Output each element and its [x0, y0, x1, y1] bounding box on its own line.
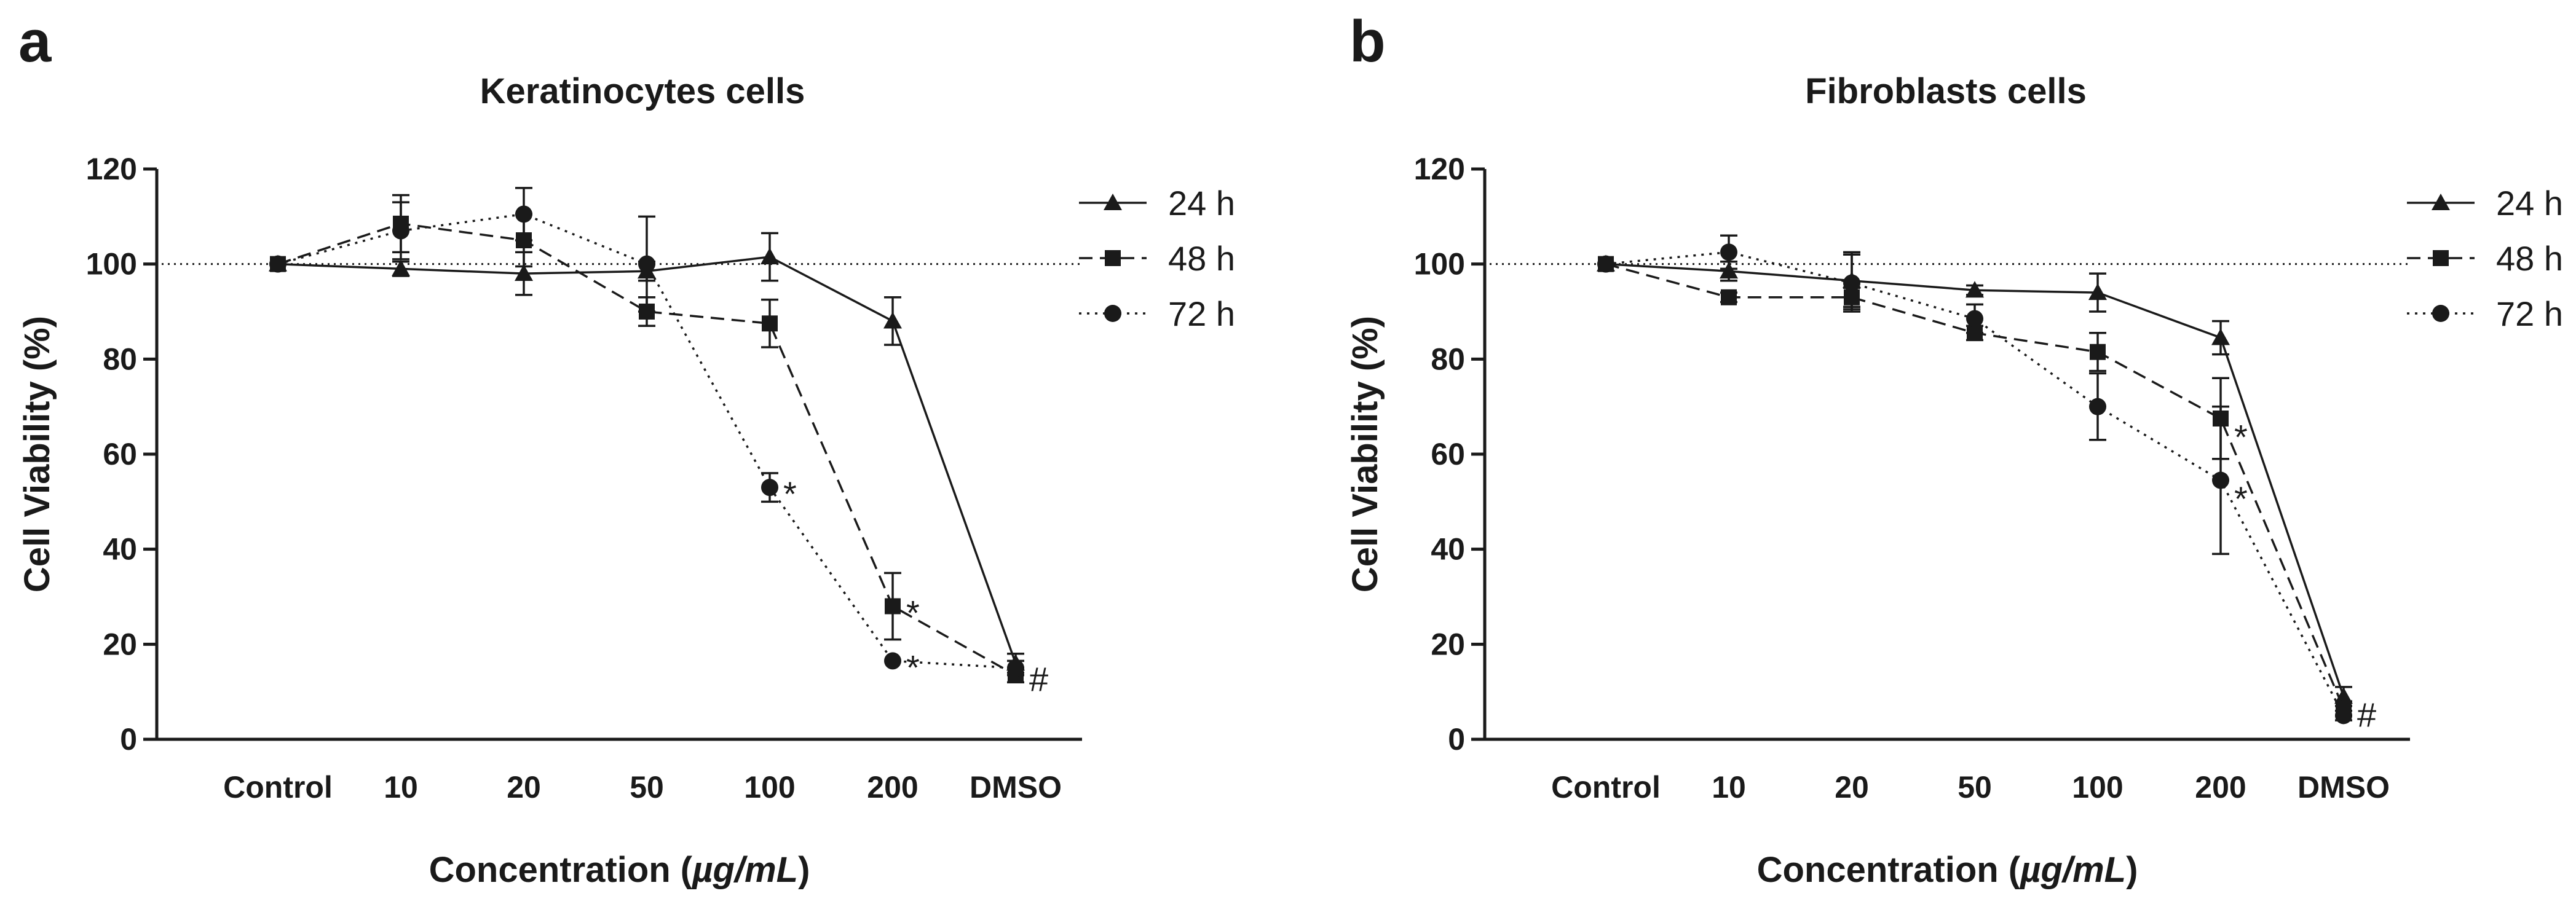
data-point [1720, 243, 1737, 261]
x-axis-title: Concentration (µg/mL) [1757, 850, 2138, 890]
x-tick-label: 10 [1712, 770, 1746, 804]
data-point [1007, 659, 1024, 677]
data-point [2089, 398, 2106, 415]
legend-marker [1105, 250, 1121, 266]
y-axis-title: Cell Viability (%) [17, 316, 57, 592]
legend-label: 72 h [1168, 294, 1235, 333]
x-axis-title-prefix: Concentration ( [429, 850, 693, 890]
x-tick-label: 20 [507, 770, 541, 804]
x-axis-title-suffix: ) [2126, 850, 2138, 890]
x-tick-label: Control [1551, 770, 1661, 804]
x-tick-label: 100 [2072, 770, 2123, 804]
panel-a: a Keratinocytes cells 0 20 40 60 80 100 120 Contr… [17, 9, 1235, 890]
data-point [515, 264, 533, 281]
data-point [2212, 471, 2229, 489]
data-point [884, 652, 901, 670]
significance-annotation: * [906, 593, 920, 632]
data-point [392, 259, 410, 277]
y-tick-label: 0 [1448, 722, 1465, 757]
legend-label: 24 h [1168, 184, 1235, 222]
x-tick-label: 50 [630, 770, 664, 804]
panel-label: b [1349, 9, 1386, 74]
x-tick-label: 10 [384, 770, 418, 804]
data-point [1721, 289, 1737, 305]
y-tick-label: 20 [103, 627, 137, 661]
y-tick-label: 80 [1431, 342, 1465, 376]
y-tick-label: 40 [103, 532, 137, 567]
data-point [2335, 707, 2352, 725]
legend-label: 48 h [2496, 239, 2563, 278]
legend-item: 72 h [2407, 294, 2563, 333]
data-point [638, 255, 655, 273]
panel-label: a [18, 9, 52, 74]
legend-marker [1104, 194, 1122, 210]
data-point [762, 315, 778, 332]
series-72-h [269, 187, 1024, 677]
series-72-h [1597, 234, 2352, 725]
x-axis-title-unit: µg/mL [691, 850, 798, 890]
y-axis-title: Cell Viability (%) [1345, 316, 1385, 592]
data-point [2090, 344, 2106, 360]
y-tick-label: 80 [103, 342, 137, 376]
x-axis-title: Concentration (µg/mL) [429, 850, 810, 890]
x-axis-title-prefix: Concentration ( [1757, 850, 2021, 890]
data-point [885, 598, 901, 615]
data-point [515, 205, 532, 223]
x-tick-label: 200 [867, 770, 918, 804]
significance-annotation: * [2234, 479, 2248, 518]
data-point [1843, 274, 1860, 292]
significance-annotation: * [906, 648, 920, 686]
x-tick-label: 20 [1835, 770, 1869, 804]
legend-item: 72 h [1079, 294, 1235, 333]
legend-marker [2433, 250, 2449, 266]
data-point [1597, 255, 1614, 273]
data-point [1720, 262, 1738, 279]
data-point [761, 479, 778, 497]
data-point [761, 248, 779, 265]
legend-marker [1104, 305, 1121, 322]
data-point [1966, 310, 1983, 328]
legend-label: 48 h [1168, 239, 1235, 278]
y-tick-label: 20 [1431, 627, 1465, 661]
y-tick-label: 100 [1414, 247, 1465, 281]
x-axis-title-unit: µg/mL [2019, 850, 2126, 890]
legend-item: 48 h [1079, 239, 1235, 278]
legend-item: 24 h [2407, 184, 2563, 222]
x-tick-label: DMSO [970, 770, 1062, 804]
y-tick-label: 40 [1431, 532, 1465, 567]
x-axis-title-suffix: ) [798, 850, 810, 890]
x-tick-label: DMSO [2297, 770, 2390, 804]
legend-item: 24 h [1079, 184, 1235, 222]
data-point [2088, 283, 2107, 301]
legend-marker [2432, 194, 2450, 210]
data-point [392, 222, 409, 240]
legend-label: 24 h [2496, 184, 2563, 222]
significance-annotation: * [2234, 417, 2248, 456]
legend-marker [2432, 305, 2449, 322]
y-tick-label: 120 [1414, 152, 1465, 186]
y-tick-label: 60 [1431, 437, 1465, 471]
y-tick-label: 120 [86, 152, 137, 186]
significance-annotation: # [2357, 696, 2376, 734]
significance-annotation: * [783, 474, 797, 513]
chart-title: Fibroblasts cells [1805, 71, 2087, 111]
data-point [1966, 281, 1984, 298]
legend-item: 48 h [2407, 239, 2563, 278]
data-point [269, 255, 286, 273]
data-point [883, 312, 902, 329]
significance-annotation: # [1029, 660, 1048, 699]
x-tick-label: 100 [744, 770, 795, 804]
y-tick-label: 60 [103, 437, 137, 471]
y-tick-label: 100 [86, 247, 137, 281]
panel-b: b Fibroblasts cells 0 20 40 60 80 100 120 Control… [1345, 9, 2563, 890]
x-tick-label: Control [223, 770, 333, 804]
chart-title: Keratinocytes cells [480, 71, 805, 111]
data-point [2211, 328, 2230, 345]
legend-label: 72 h [2496, 294, 2563, 333]
x-tick-label: 200 [2195, 770, 2246, 804]
y-tick-label: 0 [120, 722, 137, 757]
x-tick-label: 50 [1958, 770, 1992, 804]
